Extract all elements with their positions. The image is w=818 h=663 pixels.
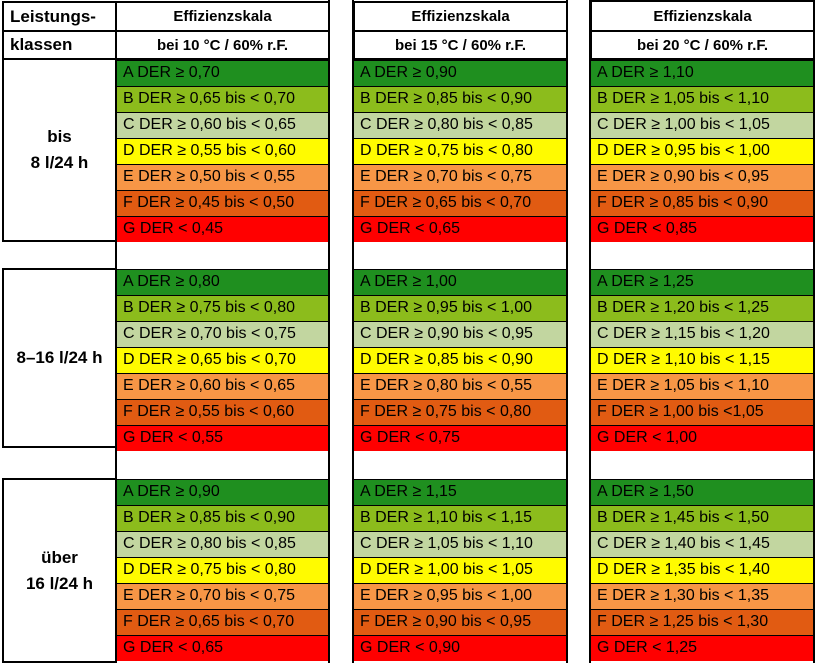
rating-row-d: D DER ≥ 0,85 bis < 0,90 (354, 347, 566, 373)
column-border-line (566, 0, 568, 663)
rating-row-b: B DER ≥ 1,20 bis < 1,25 (591, 295, 813, 321)
rating-row-b: B DER ≥ 0,95 bis < 1,00 (354, 295, 566, 321)
header-col1-title: Effizienzskala (411, 8, 510, 25)
rating-row-e: E DER ≥ 0,50 bis < 0,55 (117, 164, 328, 190)
rating-row-d: D DER ≥ 0,65 bis < 0,70 (117, 347, 328, 373)
rating-row-b: B DER ≥ 1,05 bis < 1,10 (591, 86, 813, 112)
header-class-title-line1: Leistungs- (10, 6, 96, 26)
column-border-line (115, 58, 117, 663)
rating-row-c: C DER ≥ 0,70 bis < 0,75 (117, 321, 328, 347)
rating-row-d: D DER ≥ 0,75 bis < 0,80 (354, 138, 566, 164)
rating-row-e: E DER ≥ 0,95 bis < 1,00 (354, 583, 566, 609)
rating-row-d: D DER ≥ 0,95 bis < 1,00 (591, 138, 813, 164)
rating-row-e: E DER ≥ 0,60 bis < 0,65 (117, 373, 328, 399)
rating-row-e: E DER ≥ 0,90 bis < 0,95 (591, 164, 813, 190)
rating-row-e: E DER ≥ 0,70 bis < 0,75 (354, 164, 566, 190)
rating-row-e: E DER ≥ 1,30 bis < 1,35 (591, 583, 813, 609)
rating-row-c: C DER ≥ 0,60 bis < 0,65 (117, 112, 328, 138)
rating-row-d: D DER ≥ 1,00 bis < 1,05 (354, 557, 566, 583)
rating-row-f: F DER ≥ 1,25 bis < 1,30 (591, 609, 813, 635)
rating-row-b: B DER ≥ 0,75 bis < 0,80 (117, 295, 328, 321)
rating-row-f: F DER ≥ 0,85 bis < 0,90 (591, 190, 813, 216)
rating-row-a: A DER ≥ 1,00 (354, 269, 566, 295)
column-border-line (328, 0, 330, 663)
rating-row-g: G DER < 0,55 (117, 425, 328, 451)
header-col2-subtitle: bei 20 °C / 60% r.F. (636, 36, 769, 54)
header-col0-title: Effizienzskala (173, 8, 272, 25)
header-col0-subtitle: bei 10 °C / 60% r.F. (156, 36, 289, 54)
header-col2-title-cell: Effizienzskala (590, 0, 815, 32)
rating-row-b: B DER ≥ 0,85 bis < 0,90 (354, 86, 566, 112)
rating-row-f: F DER ≥ 0,75 bis < 0,80 (354, 399, 566, 425)
rating-row-a: A DER ≥ 1,10 (591, 60, 813, 86)
rating-row-c: C DER ≥ 1,05 bis < 1,10 (354, 531, 566, 557)
header-class-title-cell: Leistungs- (2, 1, 117, 32)
rating-row-a: A DER ≥ 0,90 (354, 60, 566, 86)
class-label-0-line1: bis (47, 127, 72, 146)
rating-row-c: C DER ≥ 1,15 bis < 1,20 (591, 321, 813, 347)
column-border-line (813, 0, 815, 663)
class-label-cell-1: 8–16 l/24 h (2, 268, 117, 448)
class-label-2-line1: über (41, 547, 78, 567)
rating-row-f: F DER ≥ 0,55 bis < 0,60 (117, 399, 328, 425)
rating-row-b: B DER ≥ 0,65 bis < 0,70 (117, 86, 328, 112)
rating-row-b: B DER ≥ 1,45 bis < 1,50 (591, 505, 813, 531)
rating-row-g: G DER < 0,65 (117, 635, 328, 661)
rating-row-f: F DER ≥ 0,90 bis < 0,95 (354, 609, 566, 635)
class-label-cell-0: bis 8 l/24 h (2, 58, 117, 242)
rating-row-c: C DER ≥ 1,40 bis < 1,45 (591, 531, 813, 557)
rating-row-c: C DER ≥ 0,80 bis < 0,85 (117, 531, 328, 557)
rating-row-g: G DER < 1,25 (591, 635, 813, 661)
header-class-subtitle-cell: klassen (2, 30, 117, 60)
class-label-2-line2: 16 l/24 h (25, 573, 94, 593)
rating-row-f: F DER ≥ 0,65 bis < 0,70 (117, 609, 328, 635)
header-class-title-line2: klassen (10, 35, 73, 54)
rating-row-f: F DER ≥ 0,45 bis < 0,50 (117, 190, 328, 216)
rating-row-g: G DER < 1,00 (591, 425, 813, 451)
class-label-0-line2: 8 l/24 h (30, 153, 89, 172)
header-col1-title-cell: Effizienzskala (353, 1, 568, 32)
class-label-1-line1: 8–16 l/24 h (16, 348, 103, 367)
class-label-cell-2: über 16 l/24 h (2, 478, 117, 663)
rating-row-a: A DER ≥ 0,90 (117, 479, 328, 505)
rating-row-d: D DER ≥ 1,35 bis < 1,40 (591, 557, 813, 583)
header-col2-subtitle-cell: bei 20 °C / 60% r.F. (590, 30, 815, 60)
rating-row-a: A DER ≥ 1,50 (591, 479, 813, 505)
rating-row-e: E DER ≥ 1,05 bis < 1,10 (591, 373, 813, 399)
rating-row-e: E DER ≥ 0,80 bis < 0,55 (354, 373, 566, 399)
header-col2-title: Effizienzskala (653, 7, 752, 25)
rating-row-b: B DER ≥ 1,10 bis < 1,15 (354, 505, 566, 531)
rating-row-g: G DER < 0,45 (117, 216, 328, 242)
rating-row-f: F DER ≥ 0,65 bis < 0,70 (354, 190, 566, 216)
rating-row-g: G DER < 0,85 (591, 216, 813, 242)
rating-row-c: C DER ≥ 1,00 bis < 1,05 (591, 112, 813, 138)
header-col0-subtitle-cell: bei 10 °C / 60% r.F. (115, 30, 330, 60)
rating-row-a: A DER ≥ 1,15 (354, 479, 566, 505)
rating-row-e: E DER ≥ 0,70 bis < 0,75 (117, 583, 328, 609)
rating-row-g: G DER < 0,75 (354, 425, 566, 451)
rating-row-a: A DER ≥ 0,70 (117, 60, 328, 86)
header-col0-title-cell: Effizienzskala (115, 1, 330, 32)
header-col1-subtitle: bei 15 °C / 60% r.F. (394, 36, 527, 54)
header-col1-subtitle-cell: bei 15 °C / 60% r.F. (353, 30, 568, 60)
rating-row-b: B DER ≥ 0,85 bis < 0,90 (117, 505, 328, 531)
rating-row-g: G DER < 0,65 (354, 216, 566, 242)
rating-row-d: D DER ≥ 0,75 bis < 0,80 (117, 557, 328, 583)
rating-row-a: A DER ≥ 0,80 (117, 269, 328, 295)
column-border-line (352, 0, 354, 663)
rating-row-g: G DER < 0,90 (354, 635, 566, 661)
rating-row-c: C DER ≥ 0,80 bis < 0,85 (354, 112, 566, 138)
rating-row-a: A DER ≥ 1,25 (591, 269, 813, 295)
rating-row-d: D DER ≥ 0,55 bis < 0,60 (117, 138, 328, 164)
rating-row-f: F DER ≥ 1,00 bis <1,05 (591, 399, 813, 425)
column-border-line (589, 0, 591, 663)
rating-row-d: D DER ≥ 1,10 bis < 1,15 (591, 347, 813, 373)
rating-row-c: C DER ≥ 0,90 bis < 0,95 (354, 321, 566, 347)
